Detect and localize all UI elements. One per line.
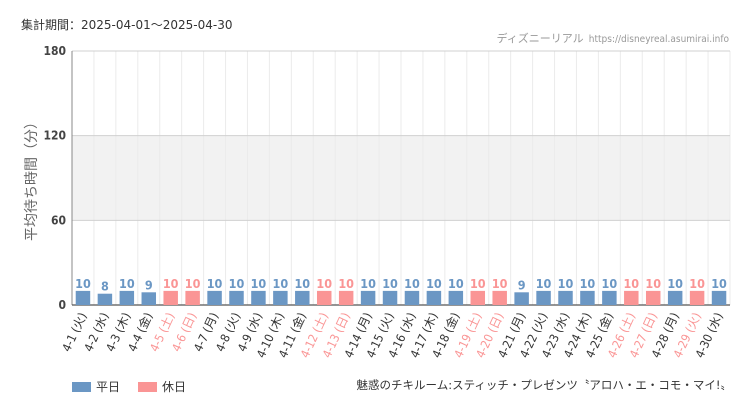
bar-value-label: 10 bbox=[711, 276, 727, 291]
bar bbox=[273, 290, 288, 305]
bar bbox=[316, 290, 332, 305]
bar bbox=[251, 290, 266, 305]
bar-value-label: 10 bbox=[645, 276, 661, 291]
y-tick-label: 0 bbox=[58, 298, 66, 312]
bar bbox=[689, 290, 705, 305]
bar-value-label: 9 bbox=[518, 277, 526, 292]
bar bbox=[514, 292, 529, 305]
legend-label-holiday: 休日 bbox=[162, 380, 187, 394]
y-axis-title: 平均待ち時間（分） bbox=[24, 115, 40, 241]
bar-value-label: 8 bbox=[101, 279, 109, 294]
bar-value-label: 10 bbox=[667, 276, 683, 291]
source-credit: ディズニーリアル https://disneyreal.asumirai.inf… bbox=[497, 30, 729, 46]
bar bbox=[360, 290, 376, 305]
bar bbox=[624, 290, 639, 305]
bar bbox=[185, 290, 200, 305]
bar bbox=[645, 290, 661, 305]
bar bbox=[295, 290, 310, 305]
bar bbox=[338, 290, 354, 305]
legend-item-holiday: 休日 bbox=[138, 378, 186, 395]
legend-swatch-weekday bbox=[72, 381, 91, 392]
bar bbox=[404, 290, 420, 305]
bar-value-label: 10 bbox=[119, 276, 135, 291]
bar bbox=[163, 290, 178, 305]
bar-value-label: 10 bbox=[426, 276, 442, 291]
bar bbox=[75, 290, 91, 305]
bar-value-label: 10 bbox=[207, 276, 223, 291]
bar-value-label: 10 bbox=[623, 276, 639, 291]
bar-value-label: 10 bbox=[75, 276, 91, 291]
bar bbox=[536, 290, 551, 305]
bar-value-label: 10 bbox=[273, 276, 289, 291]
bar-value-label: 10 bbox=[163, 276, 179, 291]
bar bbox=[229, 290, 244, 305]
bar-value-label: 10 bbox=[360, 276, 376, 291]
bar-value-label: 10 bbox=[558, 276, 574, 291]
bar-value-label: 10 bbox=[338, 276, 354, 291]
bar-value-label: 10 bbox=[689, 276, 705, 291]
source-url[interactable]: https://disneyreal.asumirai.info bbox=[588, 34, 729, 45]
legend-item-weekday: 平日 bbox=[72, 378, 120, 395]
source-name: ディズニーリアル bbox=[496, 32, 584, 45]
bar-value-label: 10 bbox=[492, 276, 508, 291]
y-tick-label: 120 bbox=[43, 129, 66, 143]
bar bbox=[667, 290, 683, 305]
bar bbox=[141, 292, 157, 305]
bar-value-label: 10 bbox=[536, 276, 552, 291]
bar-value-label: 10 bbox=[229, 276, 245, 291]
bar bbox=[492, 290, 507, 305]
bar-value-label: 10 bbox=[470, 276, 486, 291]
bar bbox=[558, 290, 573, 305]
bar bbox=[119, 290, 135, 305]
bar-value-label: 9 bbox=[145, 277, 153, 292]
legend-swatch-holiday bbox=[138, 381, 158, 392]
bar bbox=[97, 293, 113, 305]
bar-value-label: 10 bbox=[185, 276, 201, 291]
bar-value-label: 10 bbox=[251, 276, 267, 291]
bar-value-label: 10 bbox=[580, 276, 596, 291]
bar-value-label: 10 bbox=[294, 276, 310, 291]
bar bbox=[602, 290, 617, 305]
legend-label-weekday: 平日 bbox=[96, 380, 121, 394]
bar-value-label: 10 bbox=[602, 276, 618, 291]
bar bbox=[711, 290, 727, 305]
bar bbox=[448, 290, 464, 305]
bar bbox=[426, 290, 442, 305]
bar-value-label: 10 bbox=[316, 276, 332, 291]
legend: 平日 休日 bbox=[72, 378, 204, 395]
attraction-name: 魅惑のチキルーム:スティッチ・プレゼンツ〝アロハ・エ・コモ・マイ!〟 bbox=[356, 378, 732, 392]
bar-value-label: 10 bbox=[382, 276, 398, 291]
bar-value-label: 10 bbox=[448, 276, 464, 291]
bar bbox=[470, 290, 486, 305]
bar bbox=[207, 290, 222, 305]
bar-value-label: 10 bbox=[404, 276, 420, 291]
y-tick-label: 180 bbox=[43, 44, 66, 58]
bar bbox=[382, 290, 398, 305]
collection-period: 集計期間：2025-04-01～2025-04-30 bbox=[21, 18, 233, 32]
bar bbox=[580, 290, 595, 305]
y-tick-label: 60 bbox=[51, 213, 66, 227]
